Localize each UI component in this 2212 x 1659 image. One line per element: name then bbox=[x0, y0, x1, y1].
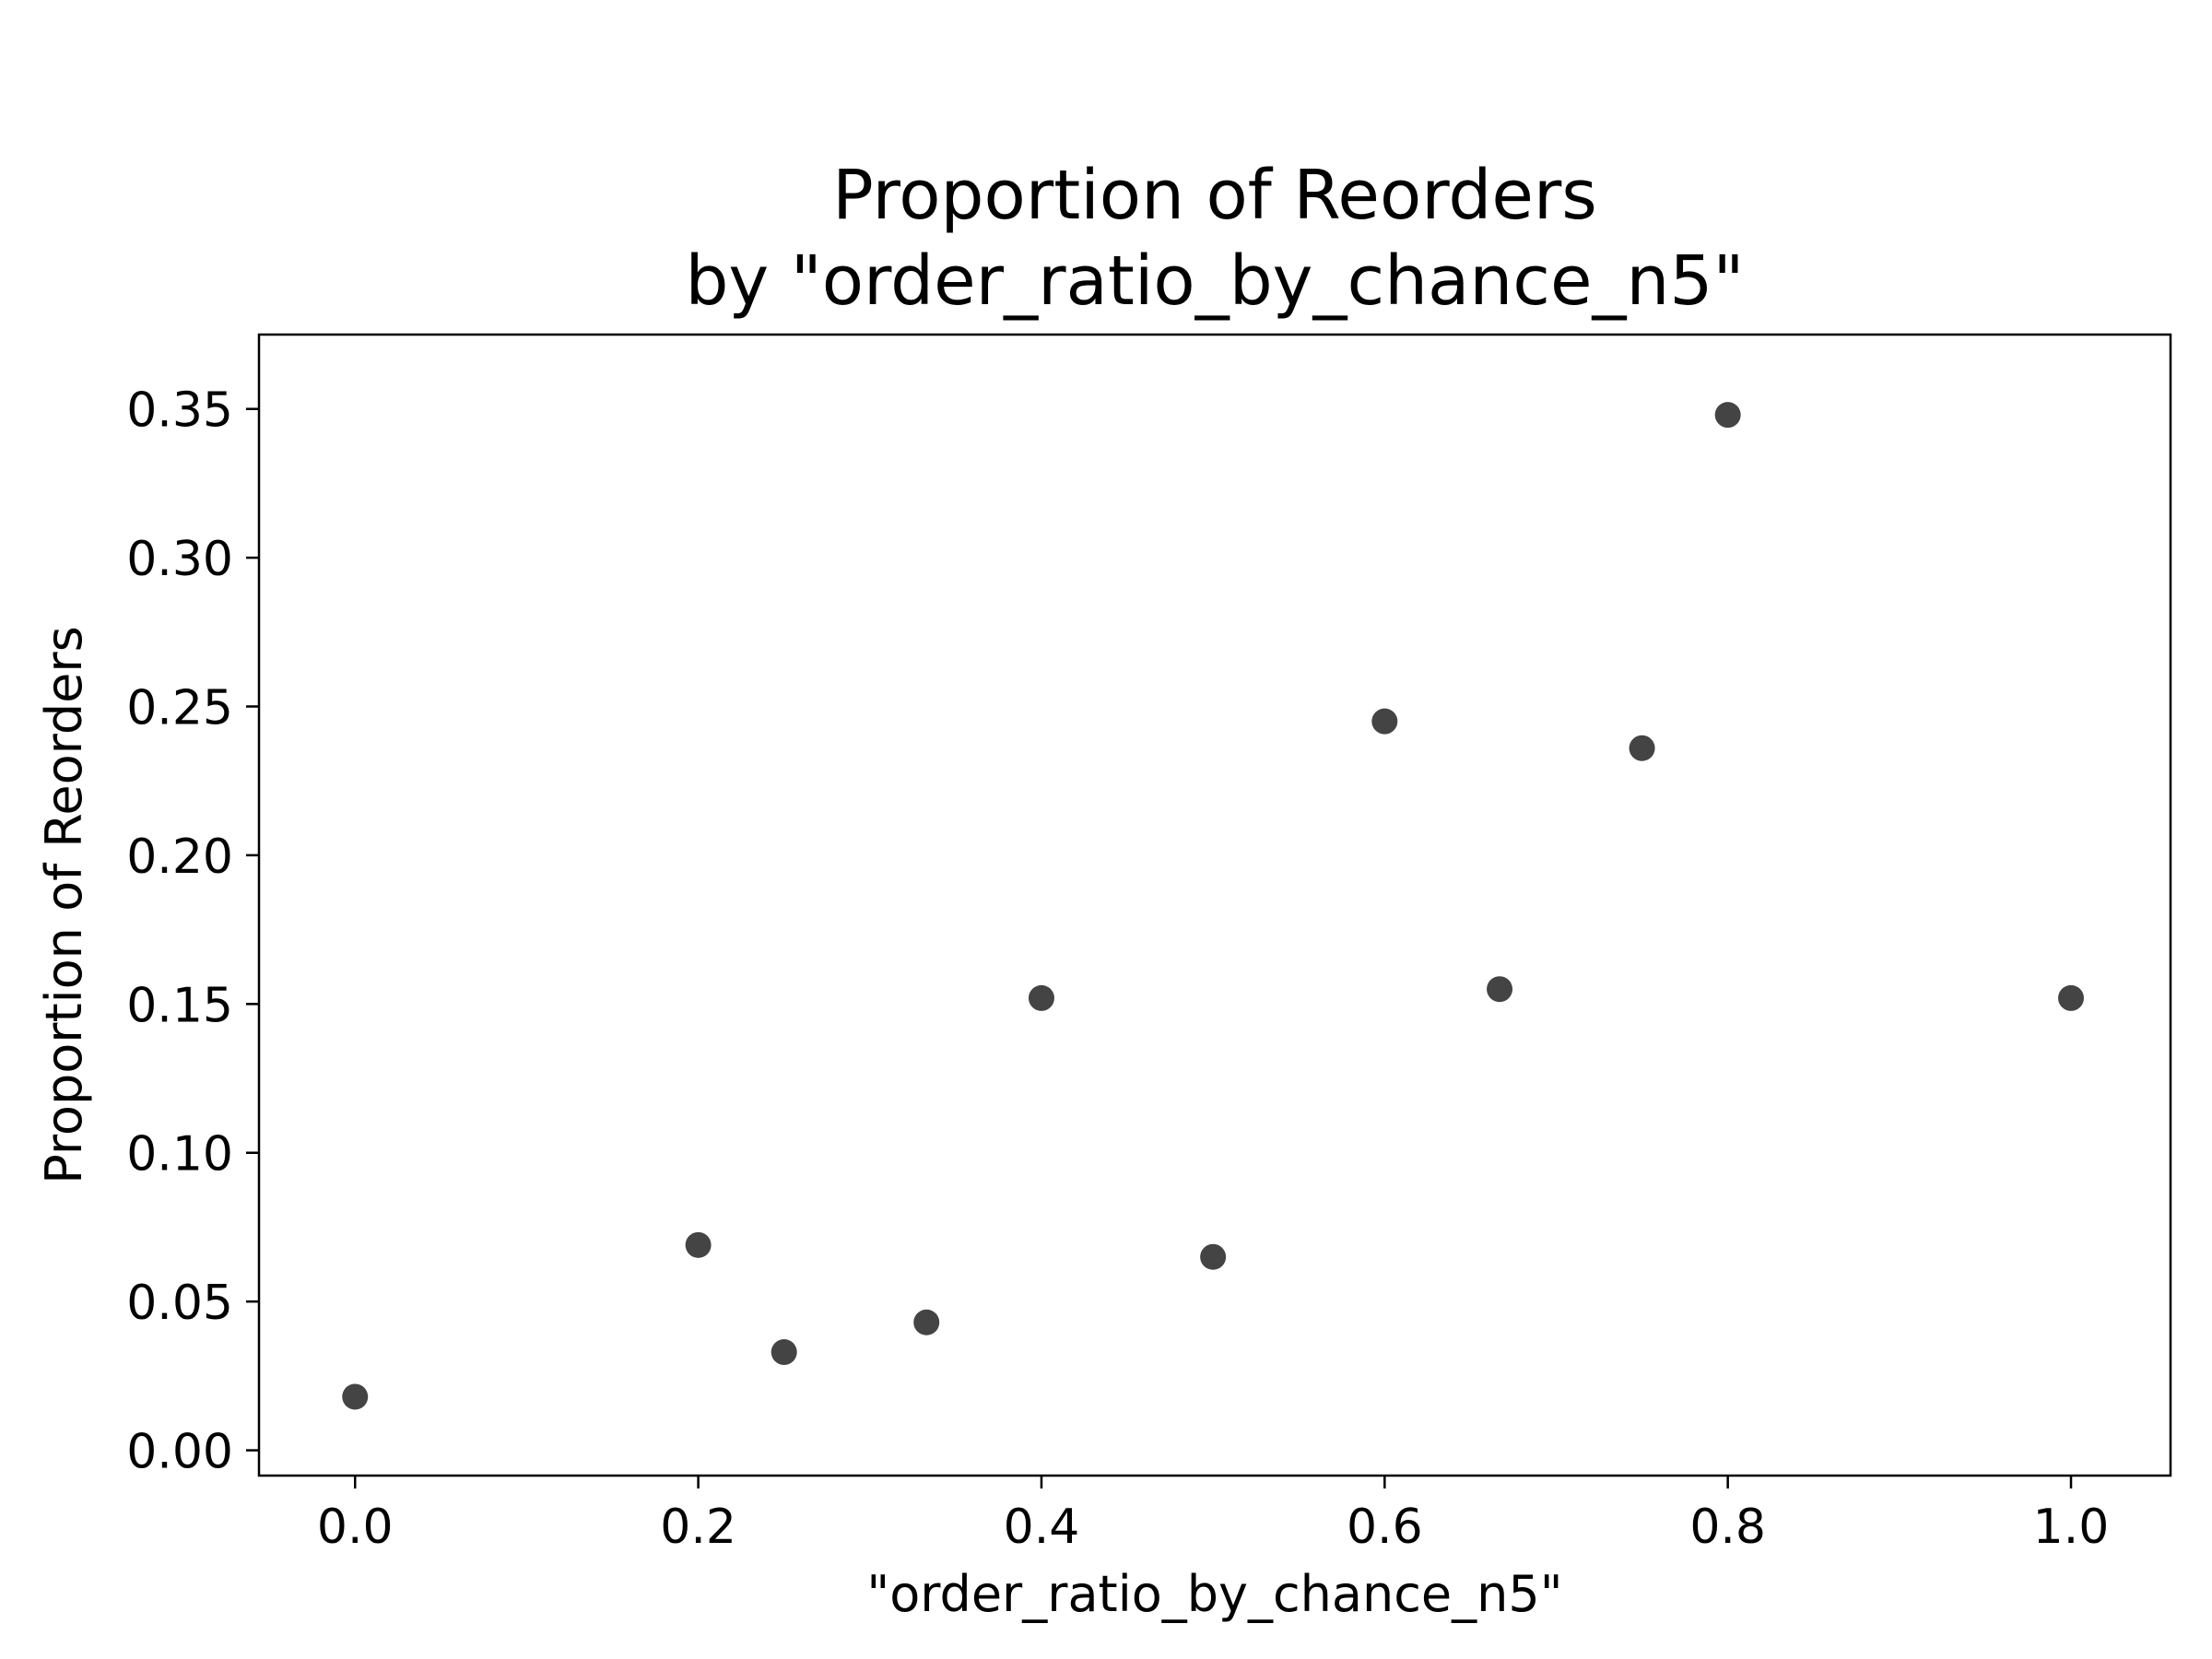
data-point bbox=[342, 1383, 369, 1410]
y-tick-label: 0.35 bbox=[126, 383, 233, 439]
y-tick-label: 0.10 bbox=[126, 1127, 233, 1182]
chart-title-line-2: by "order_ratio_by_chance_n5" bbox=[685, 241, 1744, 321]
data-point bbox=[1200, 1243, 1227, 1270]
x-tick-label: 0.6 bbox=[1347, 1500, 1423, 1555]
x-tick-label: 0.8 bbox=[1689, 1500, 1766, 1555]
y-tick-label: 0.05 bbox=[126, 1276, 233, 1331]
x-tick-label: 0.2 bbox=[660, 1500, 736, 1555]
data-point bbox=[685, 1231, 712, 1258]
chart-title-line-1: Proportion of Reorders bbox=[832, 156, 1597, 235]
x-axis-label: "order_ratio_by_chance_n5" bbox=[866, 1565, 1562, 1623]
data-point bbox=[1371, 708, 1398, 735]
data-point bbox=[1629, 735, 1655, 761]
y-tick-label: 0.25 bbox=[126, 681, 233, 736]
y-tick-label: 0.00 bbox=[126, 1425, 233, 1480]
data-point bbox=[771, 1339, 797, 1366]
x-tick-label: 0.4 bbox=[1004, 1500, 1080, 1555]
y-axis-label: Proportion of Reorders bbox=[35, 626, 93, 1183]
x-tick-label: 0.0 bbox=[317, 1500, 394, 1555]
data-point bbox=[1028, 984, 1054, 1011]
y-tick-label: 0.20 bbox=[126, 830, 233, 885]
data-point bbox=[2058, 984, 2085, 1011]
y-tick-label: 0.30 bbox=[126, 532, 233, 587]
plot-area: 0.0 0.2 0.4 0.6 0.8 1.0 0.00 0.05 0.10 0.15 0.20 0.… bbox=[126, 383, 2109, 1555]
data-point bbox=[913, 1309, 940, 1335]
x-tick-label: 1.0 bbox=[2033, 1500, 2110, 1555]
data-point bbox=[1714, 402, 1741, 429]
plot-frame bbox=[257, 333, 2172, 1477]
data-point bbox=[1487, 976, 1513, 1003]
y-tick-label: 0.15 bbox=[126, 978, 233, 1033]
